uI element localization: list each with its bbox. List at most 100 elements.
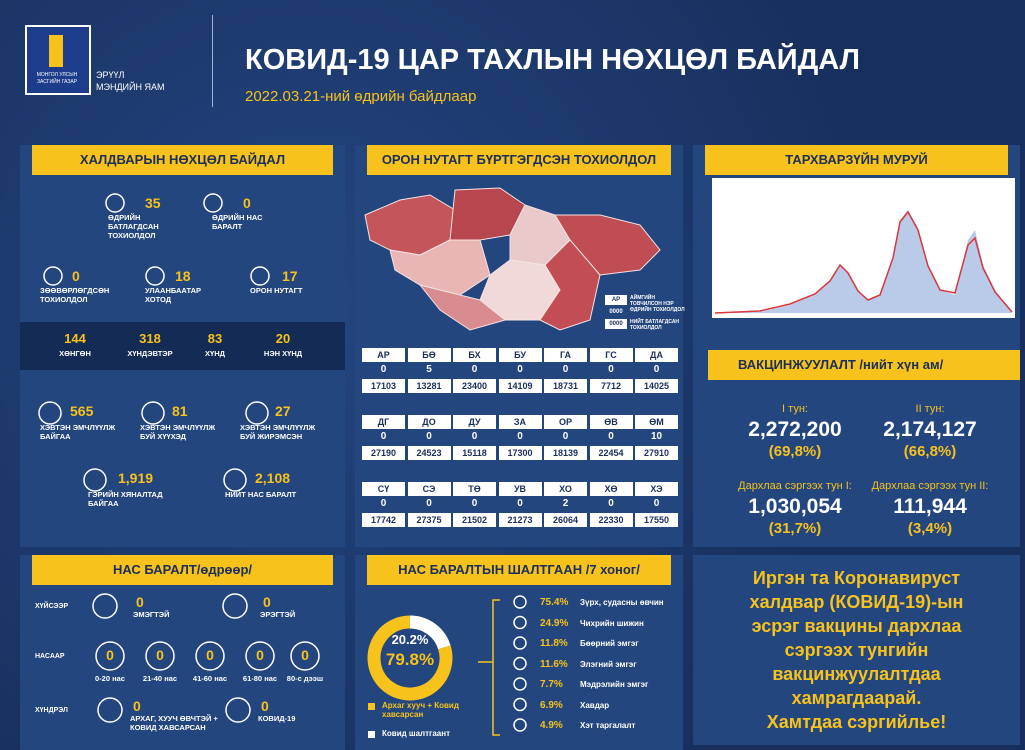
death-value: 0 [136,594,144,610]
gov-name: МОНГОЛ УЛСЫН ЗАСГИЙН ГАЗАР [36,72,78,85]
province-total: 17742 [362,513,405,527]
message-line: вакцинжуулалтдаа [772,664,941,684]
care-label: ГЭРИЙН ХЯНАЛТАД БАЙГАА [88,490,163,508]
death-value: 0 [106,647,114,663]
province-code: ӨВ [589,415,633,429]
vaccine-value: 2,272,200 [748,418,842,441]
province-code: ӨМ [635,415,678,429]
stat-label: УЛААНБААТАР ХОТОД [145,286,201,304]
province-total: 23400 [453,379,496,393]
province-daily: 0 [426,431,432,442]
province-code: ОР [544,415,587,429]
severity-value: 318 [139,331,161,346]
province-code: БӨ [407,348,451,362]
province-daily: 2 [562,498,569,509]
panel [355,555,683,750]
province-total: 22454 [589,446,633,460]
cause-label: Хэт таргалалт [580,721,636,730]
province-daily: 0 [562,364,569,375]
icon [513,697,527,712]
icon [145,641,175,671]
legend-key: 0000 [609,309,623,315]
panel-header: НАС БАРАЛТЫН ШАЛТГААН /7 хоног/ [367,555,671,585]
stat-label: ӨДРИЙН НАС БАРАЛТ [212,213,263,231]
province-daily: 0 [380,498,387,509]
care-value: 565 [70,403,94,419]
province-total: 13281 [407,379,451,393]
province-code: ДО [407,415,451,429]
province-code: ЗА [498,415,542,429]
legend-key: АР [605,295,627,305]
icon [195,641,225,671]
legend-text: НИЙТ БАТЛАГДСАН ТОХИОЛДОЛ [630,319,680,331]
province-code: ДА [635,348,678,362]
death-label: ЭРЭГТЭЙ [260,610,296,619]
severity-label: ХҮНД [205,349,225,358]
panel-header: ОРОН НУТАГТ БҮРТГЭГДСЭН ТОХИОЛДОЛ [367,145,671,175]
icon [97,697,123,723]
province-code: СҮ [362,482,405,496]
province-daily: 0 [517,498,523,509]
province-total: 22330 [589,513,633,527]
message-line: Иргэн та Коронавируст [752,568,961,588]
date: 2022.03.21-ний өдрийн байдлаар [245,88,477,105]
province-daily: 0 [517,364,523,375]
icon [223,468,247,492]
severity-value: 144 [64,331,86,346]
province-code: ГС [589,348,633,362]
panel-header: ТАРХВАРЗҮЙН МУРУЙ [705,145,1008,175]
province-daily: 0 [653,498,660,509]
vaccine-value: 1,030,054 [748,495,842,518]
icon [225,697,251,723]
icon [245,401,269,425]
legend-label: Архаг хууч + Ковид хавсарсан [382,701,459,719]
province-code: АР [362,348,405,362]
message-line: эсрэг вакцины дархлаа [751,616,962,636]
message-line: халдвар (КОВИД-19)-ын [749,592,964,612]
group-label: ХҮЙСЭЭР [35,603,69,610]
province-code: БУ [498,348,542,362]
cause-label: Бөөрний эмгэг [580,639,639,648]
province-daily: 0 [653,364,660,375]
province-total: 17550 [635,513,678,527]
icon [513,595,527,609]
vaccine-label: Дархлаа сэргээх тун I: [738,480,852,492]
legend-text: АЙМГИЙН ТОВЧИЛСОН НЭР [630,295,674,307]
icon [513,718,527,732]
province-total: 17300 [498,446,542,460]
death-value: 0 [156,647,164,663]
ministry: ЭРҮҮЛ [96,70,125,80]
province-code: УВ [498,482,542,496]
panel-header: ВАКЦИНЖУУЛАЛТ /нийт хүн ам/ [708,350,1020,380]
cause-value: 6.9% [540,699,563,711]
title: КОВИД-19 ЦАР ТАХЛЫН НӨХЦӨЛ БАЙДАЛ [245,44,860,76]
message-line: сэргээх тунгийн [784,640,929,660]
cause-label: Зүрх, судасны өвчин [580,598,664,607]
severity-label: ХӨНГӨН [59,349,91,358]
province-total: 21273 [498,513,542,527]
province-daily: 0 [380,431,387,442]
icon [513,656,527,671]
stat-label: ӨДРИЙН БАТЛАГДСАН ТОХИОЛДОЛ [108,213,159,240]
death-label: 61-80 нас [242,674,278,683]
death-value: 0 [301,647,309,663]
map [364,187,661,331]
stat-value: 0 [72,268,80,284]
message-line: хамрагдаарай. [791,688,922,708]
icon [513,677,527,691]
death-value: 0 [261,698,269,714]
care-value: 27 [275,403,291,419]
ministry: МЭНДИЙН ЯАМ [96,82,165,92]
province-daily: 0 [608,431,614,442]
province-total: 17103 [362,379,405,393]
group-label: НАСААР [35,653,65,660]
death-value: 0 [206,647,214,663]
stat-value: 35 [145,195,161,211]
icon [141,401,165,425]
group-label: ХҮНДРЭЛ [35,707,68,714]
severity-label: ХҮНДЭВТЭР [127,349,173,358]
province-total: 15118 [453,446,496,460]
care-value: 1,919 [118,470,154,486]
cause-value: 4.9% [540,720,563,731]
